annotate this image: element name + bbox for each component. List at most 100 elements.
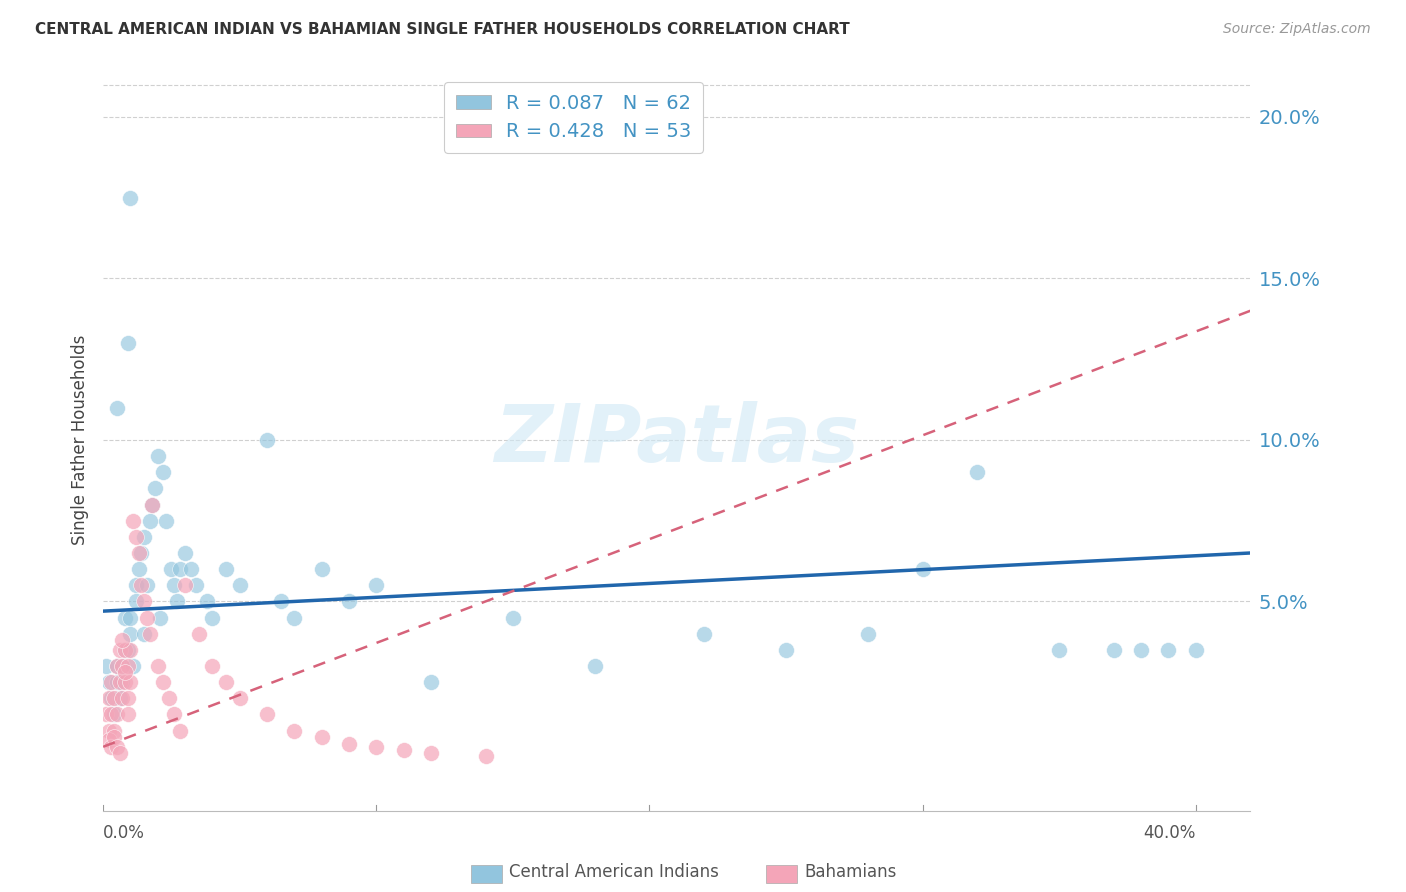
Point [966,465,988,479]
Text: Bahamians: Bahamians [804,863,897,881]
Point [187,626,209,640]
Point [155,514,177,528]
Point [135,578,157,592]
Point [583,659,606,673]
Point [105,659,128,673]
Text: ZIPatlas: ZIPatlas [495,401,859,479]
Point [111,659,134,673]
Point [125,530,148,544]
Point [256,707,278,722]
Legend: R = 0.087   N = 62, R = 0.428   N = 53: R = 0.087 N = 62, R = 0.428 N = 53 [444,82,703,153]
Point [143,482,166,496]
Point [228,578,250,592]
Point [180,562,202,576]
Point [138,514,160,528]
Point [103,691,125,706]
Point [117,336,139,351]
Point [174,546,197,560]
Point [157,691,180,706]
Point [311,562,333,576]
Point [132,626,155,640]
Point [169,723,191,738]
Point [201,659,224,673]
Point [103,723,125,738]
Point [163,578,186,592]
Point [128,562,150,576]
Point [125,594,148,608]
Point [911,562,934,576]
Point [128,546,150,560]
Point [141,498,163,512]
Point [283,723,305,738]
Text: Source: ZipAtlas.com: Source: ZipAtlas.com [1223,22,1371,37]
Point [163,707,186,722]
Point [94,707,117,722]
Text: 0.0%: 0.0% [103,824,145,842]
Point [117,643,139,657]
Point [152,675,174,690]
Point [100,691,122,706]
Point [120,191,142,205]
Point [195,594,218,608]
Point [138,626,160,640]
Point [120,643,142,657]
Point [337,594,360,608]
Point [149,610,172,624]
Point [152,465,174,479]
Point [117,659,139,673]
Point [117,707,139,722]
Point [120,675,142,690]
Text: 40.0%: 40.0% [1143,824,1195,842]
Point [114,665,136,680]
Point [108,643,131,657]
Point [366,739,388,754]
Point [215,675,238,690]
Point [337,737,360,751]
Point [169,562,191,576]
Point [856,626,879,640]
Point [366,578,388,592]
Point [166,594,188,608]
Point [122,659,145,673]
Point [105,707,128,722]
Point [311,730,333,744]
Point [1047,643,1070,657]
Point [1184,643,1206,657]
Point [135,610,157,624]
Point [502,610,524,624]
Point [146,449,169,463]
Point [146,659,169,673]
Point [111,659,134,673]
Point [184,578,207,592]
Point [1130,643,1153,657]
Text: Central American Indians: Central American Indians [509,863,718,881]
Point [120,626,142,640]
Point [111,633,134,648]
Point [108,746,131,760]
Point [693,626,716,640]
Point [120,610,142,624]
Point [114,643,136,657]
Point [1102,643,1125,657]
Point [97,691,120,706]
Point [283,610,305,624]
Point [114,610,136,624]
Point [114,643,136,657]
Point [108,691,131,706]
Point [474,749,496,764]
Point [160,562,183,576]
Point [100,739,122,754]
Point [131,546,153,560]
Point [122,514,145,528]
Text: CENTRAL AMERICAN INDIAN VS BAHAMIAN SINGLE FATHER HOUSEHOLDS CORRELATION CHART: CENTRAL AMERICAN INDIAN VS BAHAMIAN SING… [35,22,849,37]
Point [105,659,128,673]
Point [97,723,120,738]
Point [132,594,155,608]
Point [103,707,125,722]
Point [125,578,148,592]
Point [419,746,441,760]
Point [256,433,278,447]
Point [392,743,415,757]
Point [111,691,134,706]
Point [105,401,128,415]
